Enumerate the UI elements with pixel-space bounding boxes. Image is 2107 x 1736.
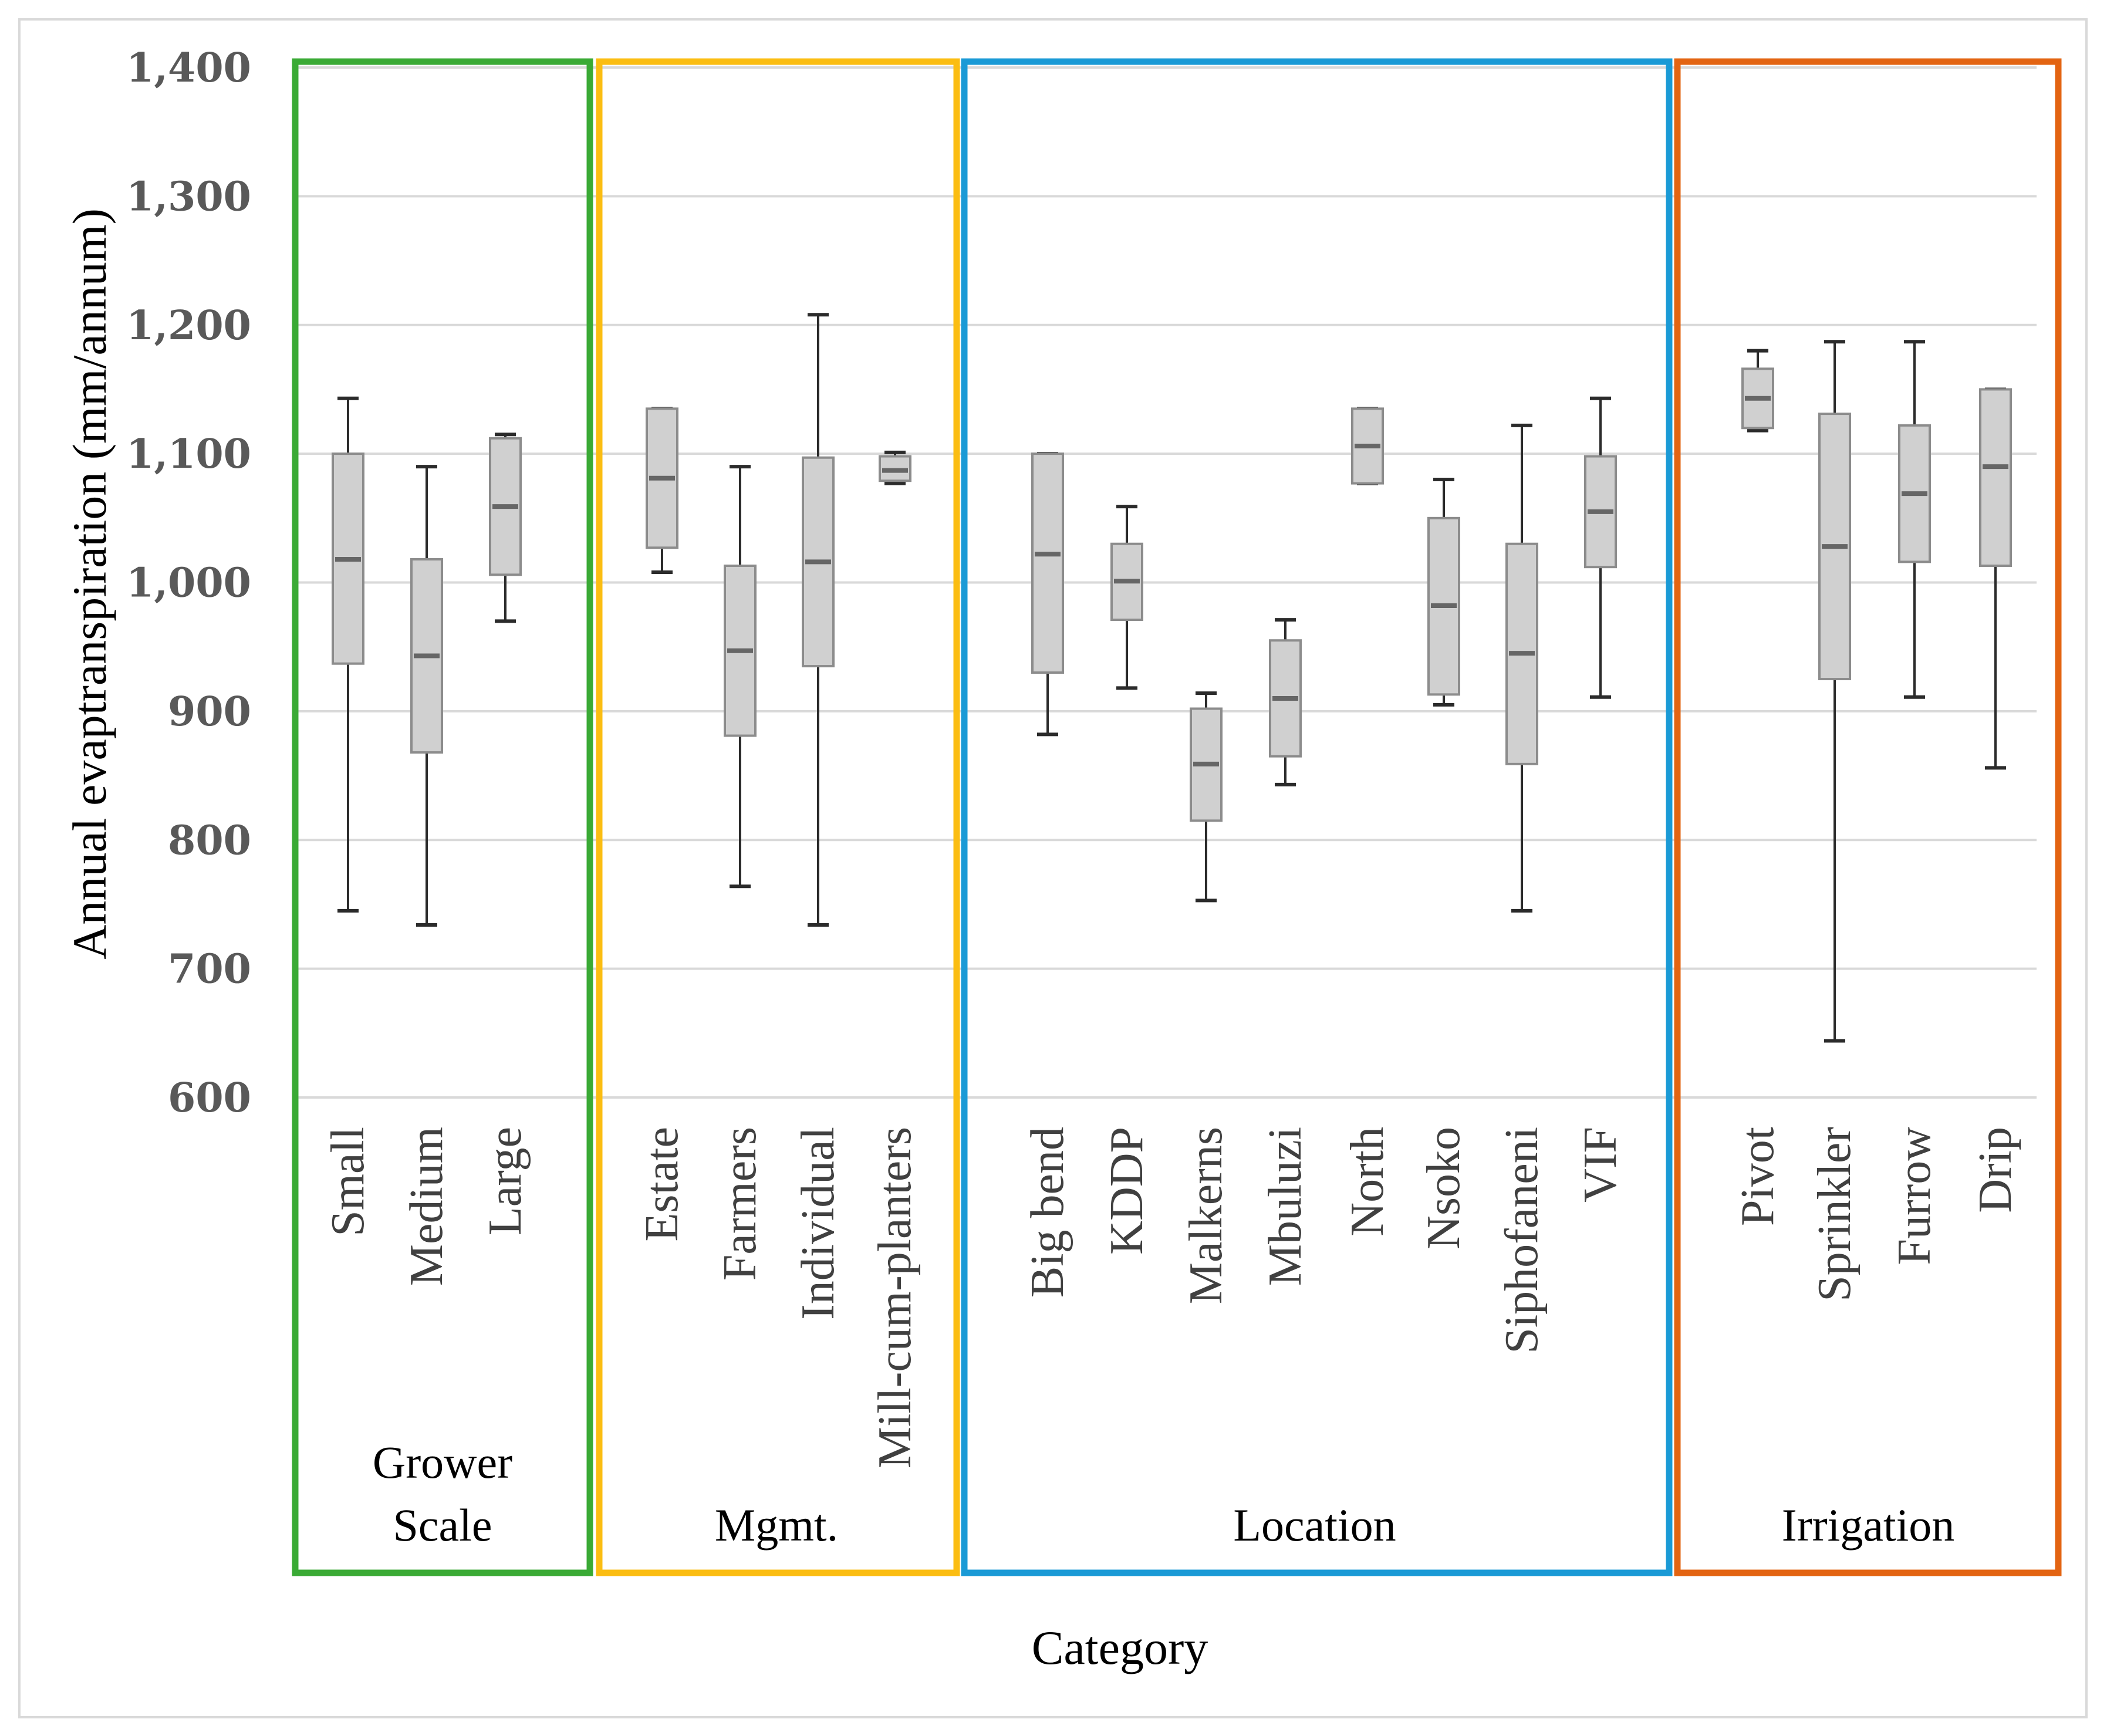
box-farmers [724, 465, 757, 889]
category-label-estate: Estate [636, 1127, 688, 1241]
group-label-grower-scale: Scale [393, 1499, 492, 1551]
category-label-mbuluzi: Mbuluzi [1260, 1127, 1311, 1286]
box-mill-cum-planters [879, 450, 911, 485]
box-drip [1979, 387, 2012, 770]
group-panel-location [961, 58, 1673, 1576]
category-label-large: Large [480, 1127, 531, 1235]
category-label-nsoko: Nsoko [1418, 1127, 1470, 1249]
box-north [1351, 407, 1384, 485]
y-tick-label: 600 [168, 1075, 251, 1122]
group-panel-grower-scale [292, 58, 593, 1576]
category-label-sprinkler: Sprinkler [1809, 1127, 1860, 1302]
box-nsoko [1427, 478, 1460, 707]
y-tick-label: 900 [168, 688, 251, 735]
box-big-bend [1031, 452, 1064, 737]
y-tick-label: 1,200 [126, 302, 251, 349]
group-label-grower-scale: Grower [373, 1437, 512, 1488]
group-panels: Grower Scale Mgmt. Location Irrigation [292, 58, 2062, 1576]
category-label-big-bend: Big bend [1022, 1127, 1073, 1298]
box-medium [410, 465, 443, 927]
category-label-siphofaneni: Siphofaneni [1496, 1127, 1548, 1354]
category-label-individual: Individual [792, 1127, 844, 1320]
box-mbuluzi [1269, 618, 1302, 786]
category-label-pivot: Pivot [1732, 1127, 1784, 1226]
y-axis-ticks: 600 700 800 900 1,000 1,100 1,200 1,300 1,400 [126, 45, 251, 1122]
category-label-mill-cum-planters: Mill-cum-planters [869, 1127, 921, 1468]
group-label-irrigation: Irrigation [1782, 1499, 1955, 1551]
y-tick-label: 1,000 [126, 560, 251, 607]
box-iqr [1979, 388, 2012, 567]
category-label-north: North [1342, 1127, 1393, 1237]
y-axis-title: Annual evaptranspiration (mm/annum) [63, 208, 116, 960]
gridlines [293, 66, 2037, 1099]
y-tick-label: 1,100 [126, 431, 251, 478]
y-tick-label: 700 [168, 946, 251, 993]
group-label-mgmt: Mgmt. [715, 1499, 838, 1551]
category-label-medium: Medium [401, 1127, 453, 1286]
x-axis-title: Category [1032, 1621, 1208, 1674]
box-sprinkler [1818, 340, 1851, 1043]
chart-frame [18, 18, 2088, 1718]
box-small [332, 396, 364, 913]
box-malkerns [1190, 691, 1223, 903]
group-panel-irrigation [1674, 58, 2062, 1576]
category-labels: Small Medium Large Estate Farmers Individual M… [322, 1127, 2021, 1468]
box-pivot [1741, 349, 1774, 433]
box-kddp [1110, 505, 1143, 690]
box-individual [802, 313, 835, 927]
box-series [332, 313, 2012, 1043]
category-label-malkerns: Malkerns [1180, 1127, 1232, 1304]
box-furrow [1898, 340, 1931, 699]
group-label-location: Location [1233, 1499, 1396, 1551]
category-label-vif: VIF [1575, 1127, 1626, 1203]
group-panel-mgmt [596, 58, 960, 1576]
box-siphofaneni [1505, 423, 1538, 913]
box-iqr [1031, 452, 1064, 674]
category-label-drip: Drip [1970, 1127, 2021, 1213]
box-large [489, 433, 522, 623]
category-label-farmers: Farmers [714, 1127, 766, 1281]
y-tick-label: 1,300 [126, 173, 251, 220]
box-vif [1584, 396, 1617, 699]
category-label-kddp: KDDP [1101, 1127, 1153, 1255]
category-label-furrow: Furrow [1889, 1127, 1940, 1265]
box-estate [646, 407, 678, 574]
y-tick-label: 800 [168, 817, 251, 864]
category-label-small: Small [322, 1127, 374, 1237]
y-tick-label: 1,400 [126, 45, 251, 92]
